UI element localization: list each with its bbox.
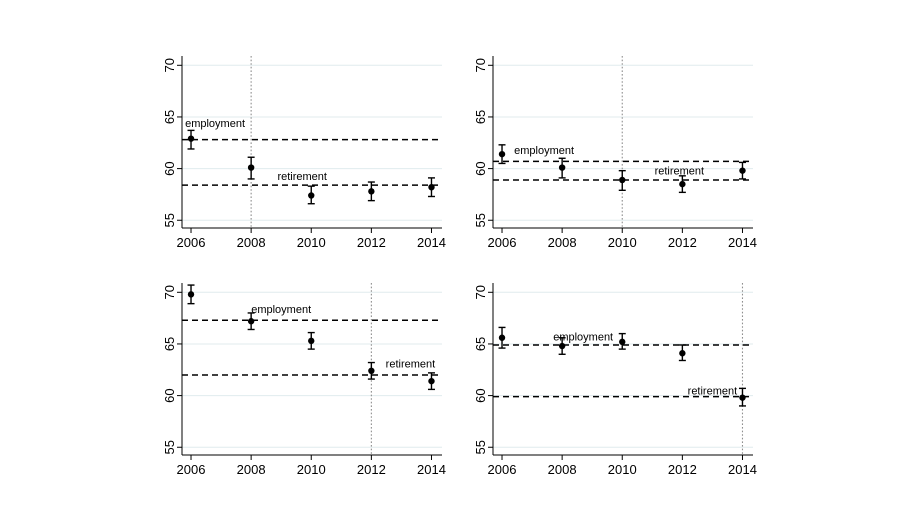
data-point (187, 135, 195, 142)
x-tick-label: 2010 (297, 462, 326, 477)
y-tick-label: 60 (473, 388, 488, 402)
x-tick-label: 2008 (548, 462, 577, 477)
y-tick-label: 60 (473, 161, 488, 175)
data-point (428, 183, 435, 191)
chart-top-right: employment retirement 55 60 65 70 2006 2008 2010… (473, 56, 757, 250)
panel-bottom-left: employment retirement 55 60 65 70 2006 2008 2010… (141, 263, 452, 490)
data-point (498, 334, 506, 341)
data-point (247, 318, 255, 325)
retirement-label: retirement (277, 171, 327, 183)
employment-label: employment (251, 304, 311, 316)
plot-area (182, 283, 442, 455)
x-tick-label: 2010 (608, 235, 637, 250)
x-tick-label: 2012 (668, 462, 697, 477)
x-tick-label: 2014 (417, 462, 446, 477)
y-tick-label: 65 (162, 337, 177, 351)
retirement-label: retirement (386, 359, 436, 371)
employment-label: employment (185, 118, 245, 130)
retirement-label: retirement (655, 166, 705, 178)
data-point (679, 350, 686, 357)
data-point (368, 367, 375, 375)
retirement-label: retirement (688, 385, 738, 397)
y-tick-label: 55 (162, 440, 177, 454)
data-point (368, 188, 375, 195)
panel-top-right: employment retirement 55 60 65 70 2006 2008 2010… (452, 36, 763, 263)
y-tick-label: 55 (473, 213, 488, 227)
x-tick-label: 2008 (237, 462, 266, 477)
combined-graph-background: employment retirement 55 60 65 70 2006 2008 2010… (141, 36, 763, 490)
data-point (247, 164, 255, 171)
y-tick-label: 65 (162, 110, 177, 124)
employment-label: employment (553, 332, 613, 344)
y-tick-label: 70 (162, 285, 177, 299)
y-tick-label: 70 (162, 58, 177, 72)
data-point (308, 192, 315, 199)
data-point (187, 291, 195, 298)
panel-bottom-right: employment retirement 55 60 65 70 2006 2008 2010… (452, 263, 763, 490)
plot-area (493, 56, 753, 228)
y-tick-label: 60 (162, 388, 177, 402)
x-tick-label: 2012 (357, 235, 386, 250)
data-point (739, 394, 746, 401)
x-tick-label: 2014 (728, 235, 757, 250)
data-point (739, 167, 746, 174)
data-point (679, 180, 686, 188)
data-point (498, 150, 506, 158)
y-tick-label: 70 (473, 58, 488, 72)
x-tick-label: 2006 (488, 462, 517, 477)
y-tick-label: 55 (162, 213, 177, 227)
x-tick-label: 2010 (608, 462, 637, 477)
x-tick-label: 2006 (177, 235, 206, 250)
y-tick-label: 60 (162, 161, 177, 175)
plot-area (182, 56, 442, 228)
y-tick-label: 65 (473, 337, 488, 351)
y-tick-label: 55 (473, 440, 488, 454)
chart-bottom-right: employment retirement 55 60 65 70 2006 2008 2010… (473, 283, 757, 477)
data-point (308, 337, 315, 345)
chart-bottom-left: employment retirement 55 60 65 70 2006 2008 2010… (162, 283, 446, 477)
data-point (619, 338, 626, 346)
x-tick-label: 2014 (728, 462, 757, 477)
x-tick-label: 2010 (297, 235, 326, 250)
chart-top-left: employment retirement 55 60 65 70 2006 2008 2010… (162, 56, 446, 250)
x-tick-label: 2008 (548, 235, 577, 250)
employment-label: employment (514, 145, 574, 157)
x-tick-label: 2006 (488, 235, 517, 250)
x-tick-label: 2006 (177, 462, 206, 477)
x-tick-label: 2014 (417, 235, 446, 250)
data-point (558, 164, 566, 171)
x-tick-label: 2008 (237, 235, 266, 250)
plot-area (493, 283, 753, 455)
x-tick-label: 2012 (357, 462, 386, 477)
y-tick-label: 65 (473, 110, 488, 124)
data-point (619, 176, 626, 184)
panel-top-left: employment retirement 55 60 65 70 2006 2008 2010… (141, 36, 452, 263)
y-tick-label: 70 (473, 285, 488, 299)
data-point (428, 377, 435, 385)
x-tick-label: 2012 (668, 235, 697, 250)
data-point (558, 342, 566, 350)
